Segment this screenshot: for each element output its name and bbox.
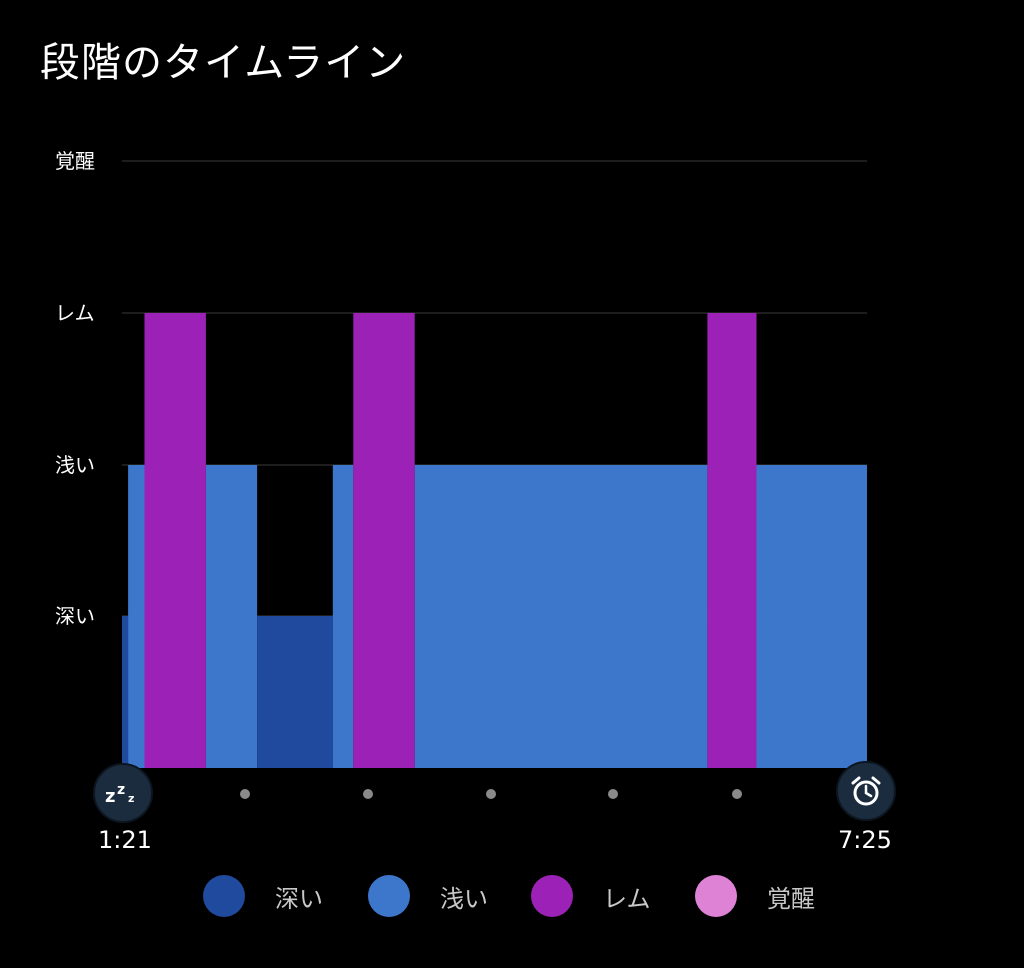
- timeline-dot: [486, 789, 496, 799]
- timeline-dot: [363, 789, 373, 799]
- timeline-dot: [240, 789, 250, 799]
- stage-bar: [756, 465, 867, 768]
- stage-bar: [128, 465, 145, 768]
- legend-swatch: [531, 875, 573, 917]
- legend-item-deep: 深い: [203, 872, 323, 920]
- y-tick-label: レム: [55, 301, 95, 325]
- x-end-label: 7:25: [838, 826, 892, 854]
- sleep-zzz-icon: z z z: [93, 763, 153, 823]
- y-tick-label: 覚醒: [55, 149, 95, 173]
- legend-label: 深い: [275, 884, 323, 913]
- chart-title: 段階のタイムライン: [40, 40, 407, 86]
- legend-label: レム: [603, 884, 651, 913]
- svg-text:z: z: [117, 782, 125, 798]
- alarm-clock-icon: [836, 761, 896, 821]
- x-start-label: 1:21: [98, 826, 152, 854]
- stage-bar: [353, 313, 415, 768]
- stage-bar: [205, 465, 258, 768]
- stage-bar: [332, 465, 354, 768]
- stage-bar: [122, 616, 129, 768]
- legend-label: 覚醒: [767, 884, 815, 913]
- stage-bar: [144, 313, 206, 768]
- stage-bar: [707, 313, 757, 768]
- y-tick-label: 深い: [55, 604, 95, 628]
- legend-label: 浅い: [440, 884, 488, 913]
- stage-bar: [257, 616, 333, 768]
- legend-item-awake: 覚醒: [695, 872, 815, 920]
- svg-text:z: z: [105, 786, 115, 807]
- timeline-dot: [732, 789, 742, 799]
- stage-bar: [414, 465, 708, 768]
- legend: 深い 浅い レム 覚醒: [0, 872, 1024, 920]
- legend-item-rem: レム: [531, 872, 651, 920]
- legend-item-light: 浅い: [368, 872, 488, 920]
- legend-swatch: [368, 875, 410, 917]
- svg-text:z: z: [128, 792, 134, 805]
- timeline-dot: [608, 789, 618, 799]
- legend-swatch: [695, 875, 737, 917]
- legend-swatch: [203, 875, 245, 917]
- y-tick-label: 浅い: [55, 453, 95, 477]
